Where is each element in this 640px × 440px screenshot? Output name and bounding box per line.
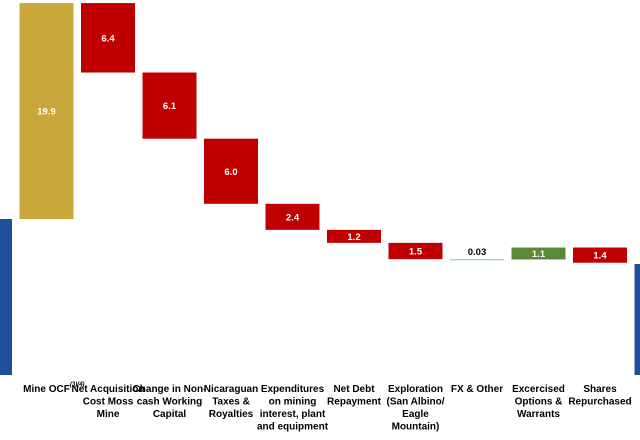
value-label: 2.4 <box>286 212 300 223</box>
waterfall-bar <box>19 3 74 219</box>
category-label: Excercised Options & Warrants <box>512 384 565 420</box>
waterfall-bar <box>81 3 135 73</box>
waterfall-bar <box>265 203 320 230</box>
total-bar <box>0 219 12 375</box>
category-label: Net Debt Repayment <box>327 384 382 408</box>
value-label: 6.4 <box>101 33 115 44</box>
waterfall-bar <box>573 247 627 263</box>
waterfall-bar <box>204 138 258 204</box>
category-label: Expenditures on mining interest, plant and … <box>257 384 329 433</box>
waterfall-bar <box>142 72 197 139</box>
value-label: 19.9 <box>37 107 56 118</box>
waterfall-bar <box>450 259 504 261</box>
category-label: Net Acquisition Cost Moss Mine <box>72 384 145 420</box>
value-label: 1.2 <box>347 232 360 243</box>
value-label: 0.03 <box>468 247 487 258</box>
category-label: Nicaraguan Taxes & Royalties <box>204 384 258 420</box>
value-label: 1.5 <box>409 247 423 258</box>
value-label: 1.4 <box>593 251 607 262</box>
total-bar <box>634 264 640 375</box>
footnote-marker: (3)(4) <box>70 382 85 388</box>
value-label: 6.1 <box>163 101 177 112</box>
category-label: Mine OCF <box>23 384 70 395</box>
category-label: Exploration (San Albino/Eagle Mountain) <box>387 384 445 433</box>
category-label: FX & Other <box>451 384 503 395</box>
waterfall-bar <box>327 229 381 243</box>
waterfall-bar <box>388 242 443 260</box>
category-label: Shares Repurchased <box>568 384 631 408</box>
value-label: 1.1 <box>532 249 546 260</box>
category-label: Change in Non-cash Working Capital <box>133 384 207 420</box>
waterfall-bar <box>511 247 566 260</box>
value-label: 6.0 <box>224 167 237 178</box>
